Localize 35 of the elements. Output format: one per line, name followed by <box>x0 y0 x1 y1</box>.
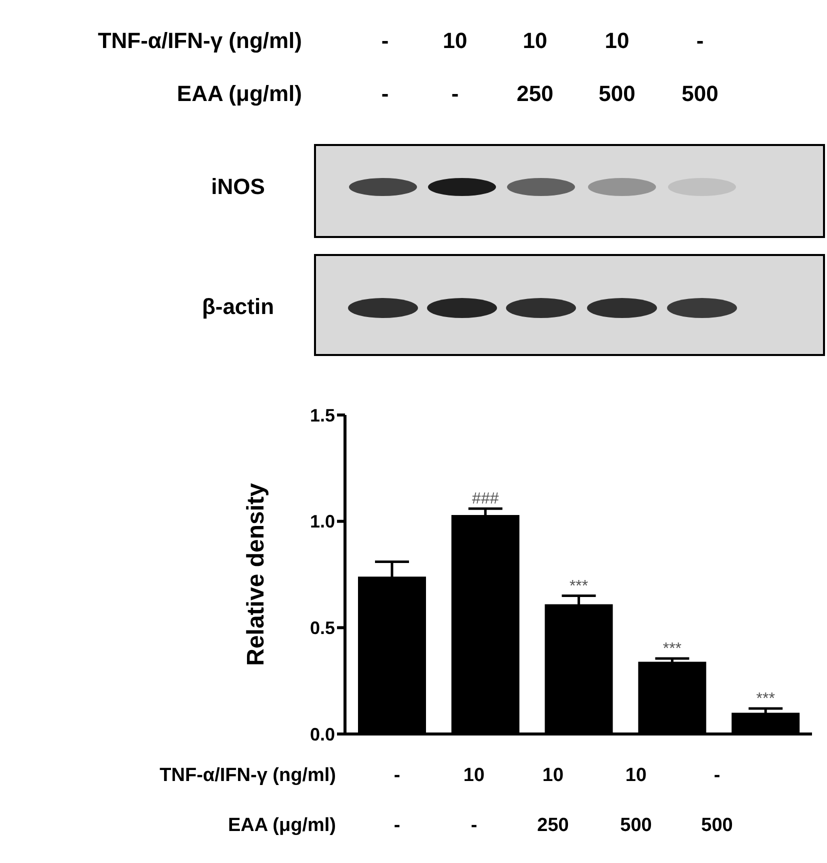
text: iNOS <box>210 174 266 200</box>
text: 10 <box>604 28 630 54</box>
data-label: *** <box>569 578 588 595</box>
text: 250 <box>536 815 570 837</box>
text: β-actin <box>200 294 276 320</box>
text: - <box>470 815 478 837</box>
data-label: ### <box>472 490 499 508</box>
text: EAA (μg/ml) <box>228 815 336 837</box>
text: 10 <box>624 765 648 787</box>
text: 10 <box>462 765 486 787</box>
text: TNF-α/IFN-γ (ng/ml) <box>160 765 336 787</box>
text: 500 <box>700 815 734 837</box>
text: - <box>450 81 460 107</box>
y-tick-label: 1.5 <box>310 405 335 426</box>
y-tick-label: 0.5 <box>310 618 335 638</box>
text: 10 <box>442 28 468 54</box>
text: 10 <box>541 765 565 787</box>
text: - <box>392 765 402 787</box>
text: 500 <box>598 81 636 107</box>
text: - <box>380 81 390 107</box>
text: 250 <box>516 81 554 107</box>
text: - <box>392 815 402 837</box>
text: - <box>712 765 722 787</box>
text: EAA (μg/ml) <box>176 81 302 107</box>
text: 500 <box>619 815 653 837</box>
text: - <box>380 28 390 54</box>
data-label: *** <box>662 640 682 658</box>
y-tick-label: 0.0 <box>310 724 335 744</box>
text: 10 <box>522 28 548 54</box>
text: - <box>695 28 705 54</box>
text: 500 <box>680 81 720 107</box>
data-label: *** <box>756 690 775 708</box>
y-axis-title: Relative density <box>242 482 270 666</box>
y-tick-label: 1.0 <box>310 512 335 532</box>
text: TNF-α/IFN-γ (ng/ml) <box>98 28 302 54</box>
